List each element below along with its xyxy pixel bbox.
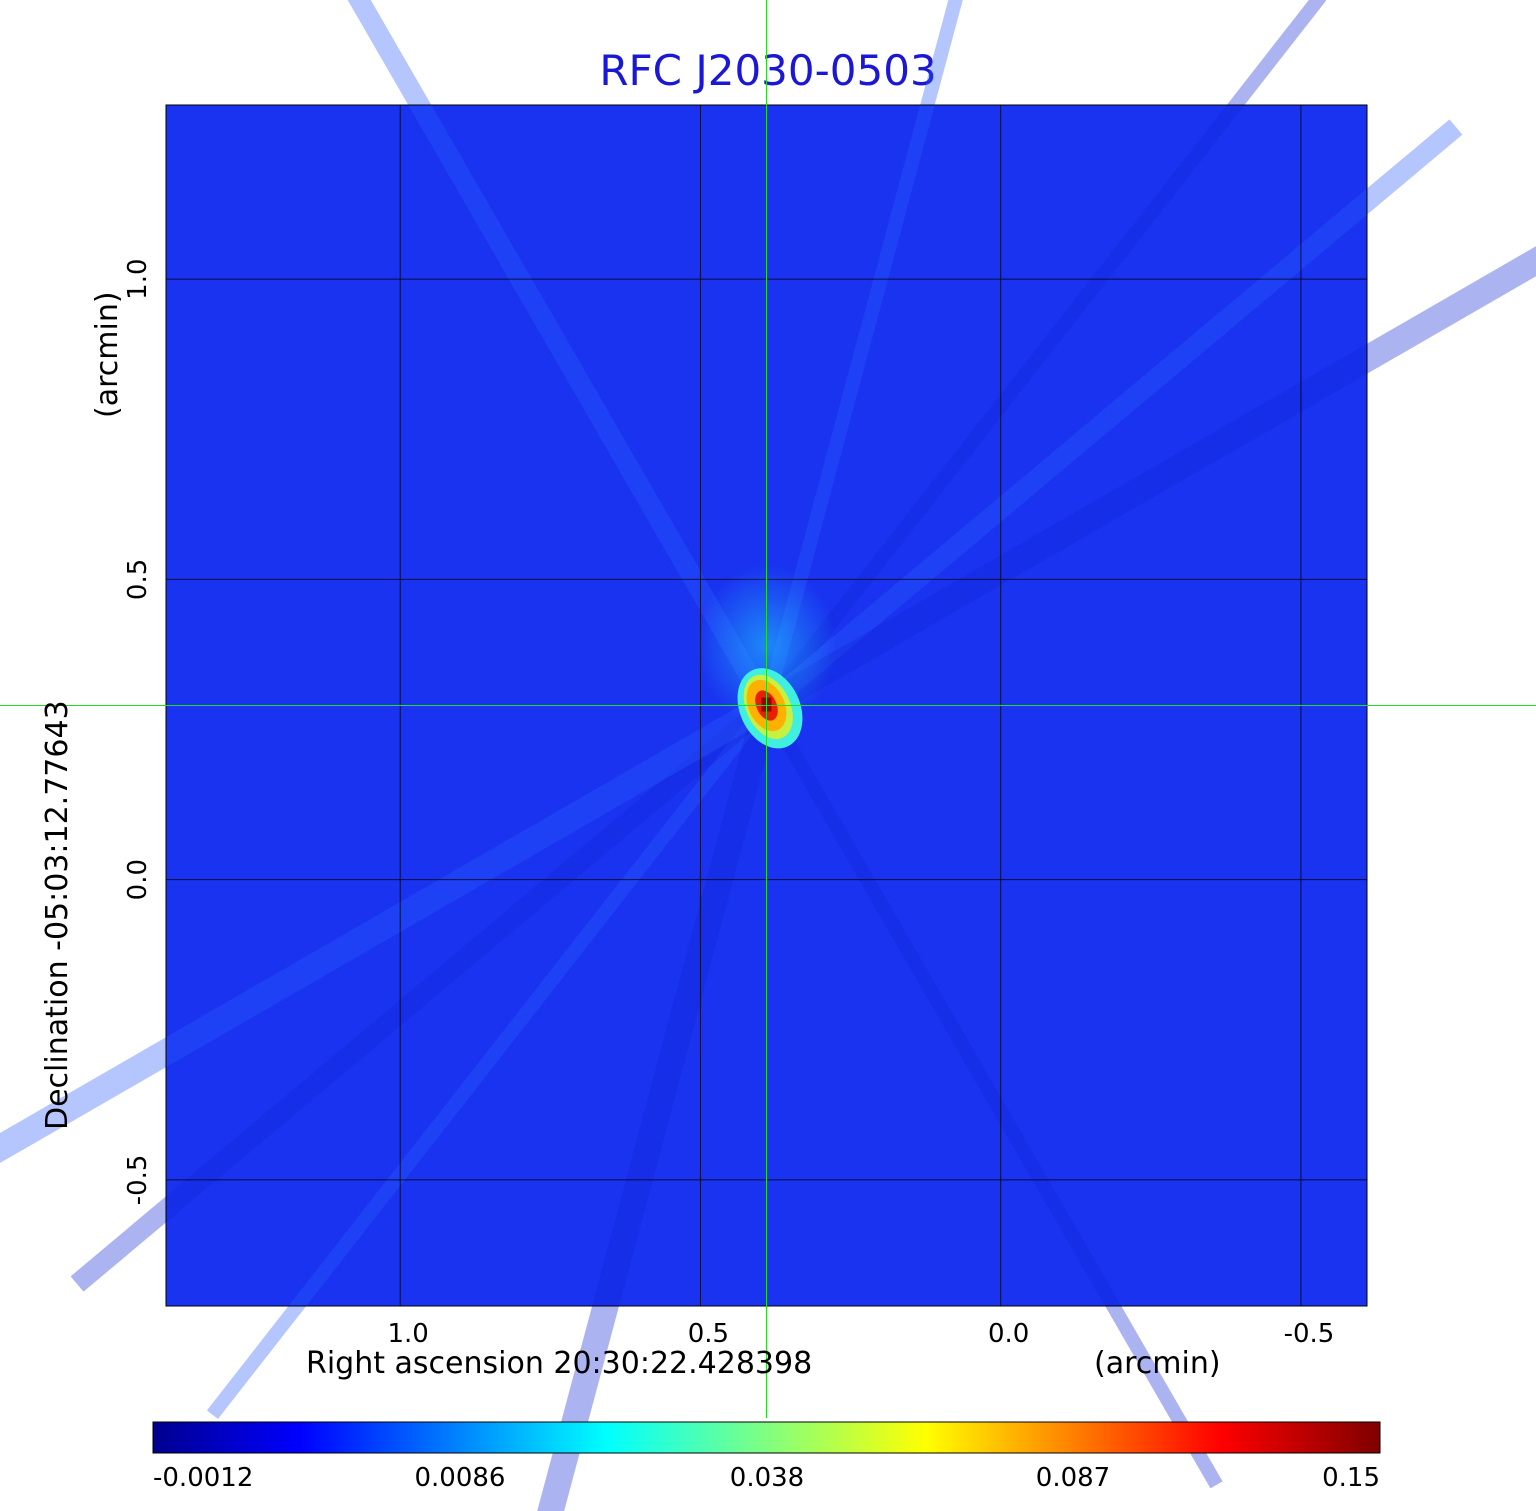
colorbar-tick-label: 0.0086 [414, 1463, 506, 1493]
chart-title: RFC J2030-0503 [599, 46, 937, 95]
texture-streak [760, 701, 1223, 1489]
crosshair [0, 0, 1536, 1418]
x-tick-label: 0.5 [688, 1319, 729, 1349]
texture-streak [760, 0, 1327, 710]
y-axis-unit: (arcmin) [90, 291, 125, 418]
texture-streak [206, 701, 773, 1420]
colorbar-tick-label: -0.0012 [153, 1463, 254, 1493]
y-tick-label: -0.5 [123, 1155, 153, 1206]
y-tick-label: 0.0 [123, 859, 153, 900]
y-tick-label: 1.0 [123, 258, 153, 299]
colorbar-tick-label: 0.15 [1322, 1463, 1380, 1493]
colorbar [152, 1421, 1381, 1454]
y-axis-label: Declination -05:03:12.77643 [40, 700, 75, 1130]
colorbar-tick-label: 0.087 [1035, 1463, 1111, 1493]
x-tick-label: 1.0 [388, 1319, 429, 1349]
texture-streak [70, 697, 773, 1292]
texture-streak [0, 694, 774, 1164]
x-axis-unit: (arcmin) [1094, 1346, 1221, 1381]
texture-streak [347, 0, 776, 711]
texture-streak [759, 246, 1536, 717]
y-tick-label: 0.5 [123, 559, 153, 600]
x-tick-label: -0.5 [1284, 1319, 1335, 1349]
texture-streak [759, 0, 963, 708]
x-tick-label: 0.0 [988, 1319, 1029, 1349]
texture-streak [760, 119, 1463, 714]
tick-labels: 1.0 0.5 0.0 -0.5 1.0 0.5 0.0 -0.5 [123, 258, 1334, 1349]
x-axis-label: Right ascension 20:30:22.428398 [306, 1346, 813, 1381]
colorbar-tick-label: 0.038 [729, 1463, 805, 1493]
